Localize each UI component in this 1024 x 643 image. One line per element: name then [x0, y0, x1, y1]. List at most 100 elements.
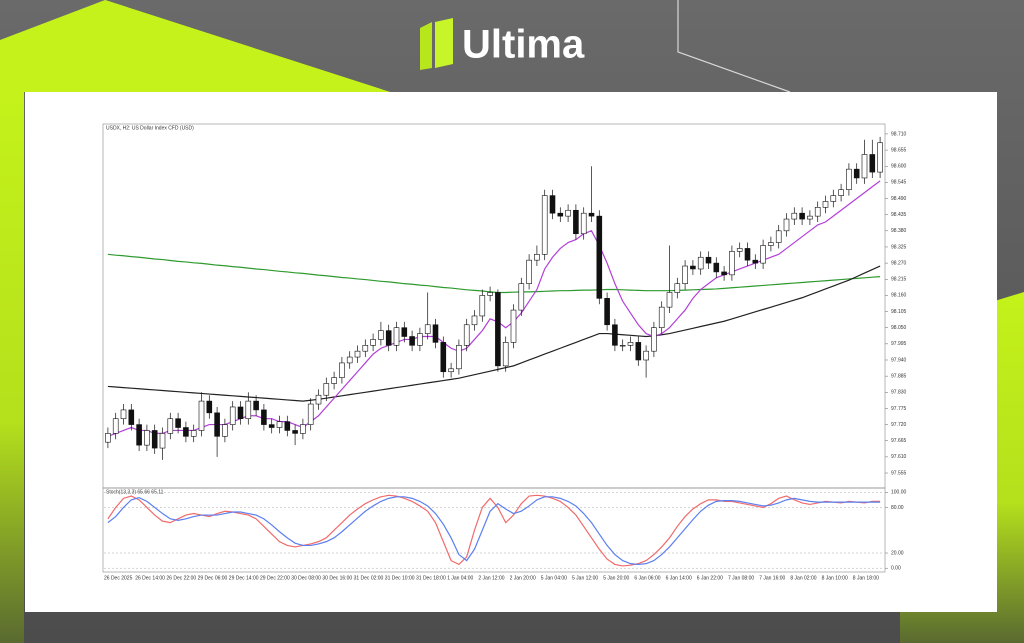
- panel-frame: [102, 487, 886, 573]
- candle-body: [604, 298, 610, 326]
- candle-body: [471, 315, 478, 326]
- candle-body: [526, 259, 532, 284]
- candle-body: [814, 207, 821, 217]
- x-tick-label: 8 Jan 10:00: [822, 575, 848, 581]
- candle-body: [144, 430, 150, 446]
- candle-body: [822, 201, 829, 208]
- candle-body: [635, 342, 642, 361]
- candle-body: [190, 430, 197, 437]
- accent-strip: [0, 92, 24, 643]
- candle-body: [877, 142, 883, 173]
- panel-title: Stoch(13,3,3) 65.66 65.11: [106, 489, 164, 495]
- candle-body: [619, 345, 626, 347]
- candle-body: [292, 430, 298, 434]
- candle-body: [807, 215, 813, 220]
- candle-body: [229, 406, 236, 425]
- candle-body: [479, 295, 486, 317]
- candle-body: [346, 356, 353, 364]
- candle-body: [253, 400, 259, 411]
- candle-body: [674, 283, 681, 293]
- candle-body: [760, 245, 766, 264]
- candle-body: [167, 418, 174, 434]
- candle-body: [385, 330, 392, 346]
- y-tick-label: 97.555: [891, 470, 907, 476]
- candle-body: [580, 212, 587, 235]
- y-tick-label: 98.380: [891, 228, 907, 234]
- candle-body: [791, 212, 798, 220]
- x-tick-label: 2 Jan 12:00: [478, 575, 504, 581]
- candle-body: [830, 195, 837, 202]
- x-tick-label: 7 Jan 08:00: [728, 575, 754, 581]
- candle-body: [448, 368, 454, 373]
- x-tick-label: 6 Jan 14:00: [666, 575, 692, 581]
- candle-body: [315, 394, 322, 405]
- candle-body: [339, 362, 345, 378]
- candle-body: [565, 209, 571, 217]
- series-line: [107, 494, 881, 567]
- candle-body: [370, 339, 376, 346]
- candle-body: [432, 324, 439, 343]
- candle-body: [666, 292, 673, 308]
- decor-line: [677, 0, 791, 93]
- y-tick-label: 97.995: [891, 341, 907, 347]
- x-tick-label: 26 Dec 22:00: [166, 575, 196, 581]
- x-tick-label: 29 Dec 14:00: [229, 575, 259, 581]
- candle-body: [721, 271, 727, 276]
- candle-body: [502, 342, 509, 367]
- candle-body: [838, 189, 844, 196]
- candle-body: [323, 383, 330, 396]
- candle-body: [775, 230, 782, 243]
- candle-body: [424, 324, 431, 334]
- candle-body: [214, 412, 220, 437]
- candle-body: [643, 350, 649, 361]
- chart: USDX, H2: US Dollar Index CFD (USD) 98.71…: [102, 123, 907, 581]
- candle-body: [440, 342, 447, 373]
- accent-band: [0, 0, 390, 92]
- y-tick-label: 97.665: [891, 438, 907, 444]
- x-tick-label: 8 Jan 18:00: [853, 575, 879, 581]
- x-tick-label: 6 Jan 22:00: [697, 575, 723, 581]
- x-tick-label: 1 Jan 04:00: [447, 575, 473, 581]
- candle-body: [417, 333, 423, 346]
- candle-body: [261, 409, 267, 425]
- candle-body: [175, 418, 181, 428]
- brand-name: Ultima: [462, 23, 585, 67]
- x-tick-label: 5 Jan 20:00: [603, 575, 629, 581]
- candle-body: [736, 248, 743, 252]
- y-tick-label: 97.775: [891, 406, 907, 412]
- logo: Ultima: [420, 18, 585, 70]
- y-tick-label: 100.00: [891, 490, 907, 496]
- candle-body: [183, 427, 189, 437]
- x-tick-label: 30 Dec 16:00: [322, 575, 352, 581]
- candle-body: [237, 406, 244, 420]
- x-tick-label: 2 Jan 20:00: [510, 575, 536, 581]
- y-tick-label: 98.105: [891, 309, 907, 315]
- y-tick-label: 97.830: [891, 390, 907, 396]
- candle-body: [744, 248, 751, 261]
- candle-body: [378, 330, 384, 340]
- candle-body: [354, 350, 361, 358]
- y-tick-label: 98.490: [891, 196, 907, 202]
- candle-body: [456, 345, 462, 370]
- candle-body: [627, 342, 634, 346]
- candle-body: [300, 424, 306, 434]
- card: [25, 92, 997, 612]
- candle-body: [658, 306, 665, 328]
- x-tick-label: 29 Dec 06:00: [198, 575, 228, 581]
- candle-body: [588, 212, 595, 217]
- x-tick-label: 31 Dec 18:00: [416, 575, 446, 581]
- candle-body: [112, 418, 119, 434]
- candle-body: [697, 256, 704, 270]
- candle-body: [729, 251, 735, 276]
- series-line: [107, 253, 881, 294]
- candle-body: [783, 218, 790, 232]
- series-line: [107, 180, 881, 437]
- y-tick-label: 97.610: [891, 454, 907, 460]
- x-tick-label: 7 Jan 16:00: [759, 575, 785, 581]
- panel-title: USDX, H2: US Dollar Index CFD (USD): [106, 125, 194, 131]
- candle-body: [651, 327, 657, 352]
- candle-body: [463, 324, 470, 346]
- candle-body: [284, 421, 291, 431]
- x-tick-label: 29 Dec 22:00: [260, 575, 290, 581]
- y-tick-label: 98.545: [891, 180, 907, 186]
